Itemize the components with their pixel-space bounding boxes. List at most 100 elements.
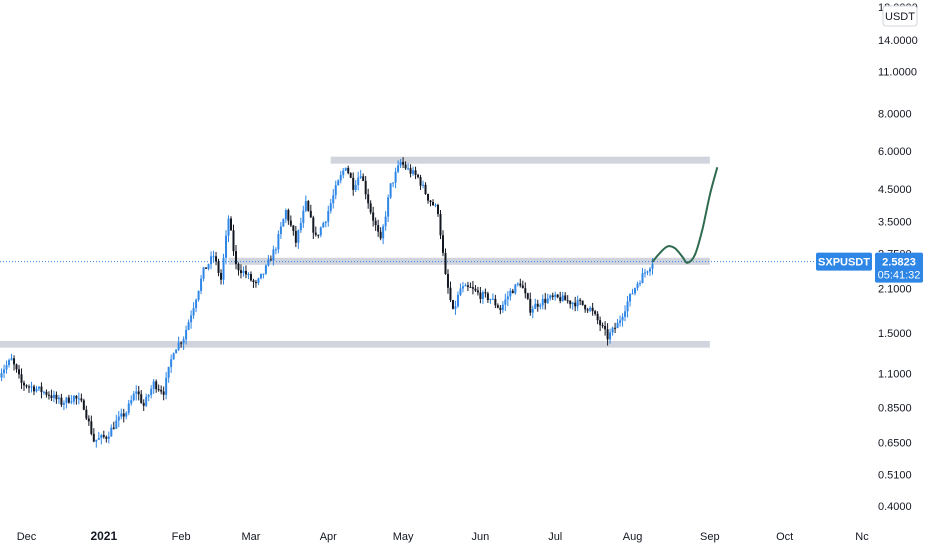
candle-body-143 [355,185,357,190]
candle-body-57 [140,394,142,403]
candle-body-259 [644,272,646,273]
candle-body-65 [160,390,162,392]
symbol-price-label: SXPUSDT 2.5823 05:41:32 [816,253,923,283]
candle-body-207 [514,285,516,294]
candle-body-219 [544,299,546,303]
candle-body-202 [502,305,504,310]
candle-body-161 [400,162,402,166]
candle-body-39 [95,440,97,442]
candle-body-121 [300,223,302,230]
candle-body-199 [494,299,496,305]
candle-body-8 [18,369,20,374]
candle-body-242 [602,325,604,326]
candle-body-38 [93,434,95,442]
candle-body-251 [624,311,626,316]
candle-body-12 [28,387,30,388]
candle-body-232 [577,300,579,307]
candle-body-172 [427,194,429,201]
candle-body-209 [519,284,521,286]
x-tick-label-5: May [393,531,414,543]
candle-body-23 [55,395,57,399]
candle-body-37 [90,421,92,434]
candle-body-130 [322,223,324,227]
candle-body-50 [123,414,125,417]
x-tick-label-0: Dec [17,531,37,543]
candle-body-118 [292,225,294,231]
candle-body-186 [462,286,464,288]
candle-body-36 [88,418,90,421]
candle-body-86 [213,256,215,257]
zone-0 [331,157,710,164]
candle-body-14 [33,386,35,391]
candle-body-241 [599,320,601,325]
candle-body-70 [173,353,175,359]
candle-body-139 [345,168,347,171]
x-tick-label-10: Oct [776,531,793,543]
candle-body-5 [11,358,13,360]
candle-body-238 [592,308,594,311]
candle-body-191 [474,289,476,291]
candle-body-180 [447,274,449,288]
countdown-text: 05:41:32 [878,270,921,282]
candle-body-41 [100,435,102,438]
candle-body-154 [382,226,384,238]
candle-body-166 [412,170,414,173]
candle-body-243 [604,326,606,329]
candle-body-164 [407,168,409,169]
candle-body-110 [272,250,274,261]
candle-body-178 [442,235,444,253]
candle-body-32 [78,398,80,399]
candle-body-165 [410,168,412,173]
y-tick-label-5: 4.5000 [878,184,912,196]
candle-body-148 [367,194,369,203]
candle-body-198 [492,299,494,300]
candle-body-176 [437,205,439,214]
candle-body-15 [35,389,37,392]
zone-2 [0,341,710,348]
candle-body-91 [225,236,227,258]
candle-body-201 [499,308,501,310]
candle-body-67 [165,378,167,395]
y-tick-label-2: 11.0000 [878,67,917,79]
candle-body-24 [58,398,60,400]
x-tick-label-6: Jun [472,531,490,543]
candle-body-167 [415,170,417,175]
candle-body-236 [587,309,589,310]
candle-body-254 [632,293,634,294]
candle-body-260 [647,271,649,272]
candle-body-122 [302,211,304,223]
candle-body-107 [265,265,267,273]
candle-body-10 [23,383,25,385]
candle-body-71 [175,350,177,354]
candle-body-17 [40,387,42,393]
candle-body-257 [639,283,641,284]
candle-body-76 [188,322,190,330]
candle-series [0,157,653,447]
candle-body-54 [133,394,135,400]
candle-body-61 [150,389,152,395]
candle-body-73 [180,343,182,344]
candle-body-249 [619,320,621,323]
candle-body-152 [377,225,379,232]
candle-body-59 [145,397,147,406]
candle-body-157 [390,183,392,197]
currency-label[interactable]: USDT [883,6,917,26]
x-tick-label-4: Apr [320,531,337,543]
candle-body-225 [559,297,561,301]
candle-body-95 [235,251,237,264]
candle-body-94 [232,230,234,251]
candle-body-56 [138,392,140,395]
candle-body-115 [285,210,287,219]
candle-body-192 [477,291,479,293]
candle-body-156 [387,197,389,216]
candle-body-80 [198,291,200,300]
candle-body-117 [290,221,292,226]
candle-body-177 [439,214,441,235]
candle-body-123 [305,201,307,211]
candle-body-168 [417,175,419,177]
y-tick-label-4: 6.0000 [878,146,912,158]
candle-body-228 [567,300,569,301]
